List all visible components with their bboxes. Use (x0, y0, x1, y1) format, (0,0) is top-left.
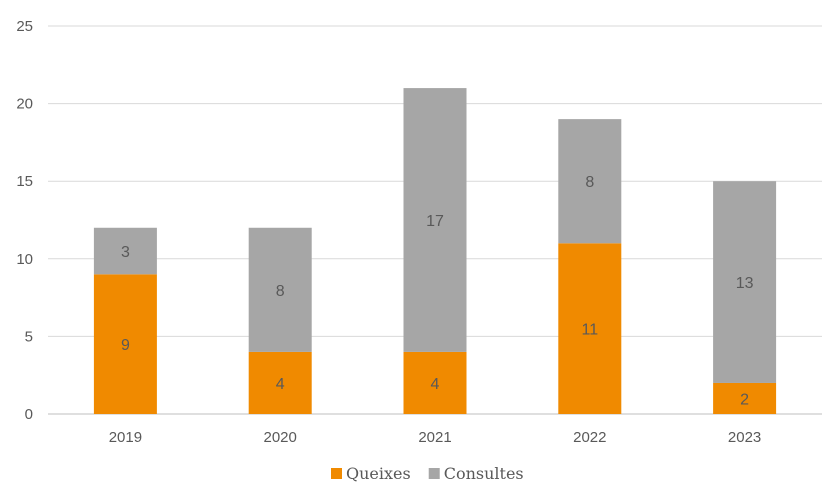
bar-queixes-2023 (713, 382, 777, 414)
y-axis-ticks: 0 5 10 15 20 25 (16, 18, 33, 423)
data-label: 3 (121, 244, 130, 261)
data-label: 4 (431, 376, 440, 393)
bar-consultes-2020 (248, 227, 312, 352)
y-tick-label: 10 (16, 251, 33, 268)
data-label: 17 (426, 213, 444, 230)
data-label: 13 (736, 275, 754, 292)
legend-swatch-queixes (331, 468, 342, 479)
data-label: 11 (581, 322, 598, 339)
data-label: 8 (276, 283, 285, 300)
bar-consultes-2023 (713, 181, 777, 383)
data-label: 8 (585, 174, 594, 191)
data-label: 4 (276, 376, 285, 393)
y-tick-label: 15 (16, 173, 33, 190)
x-tick-label: 2020 (264, 429, 297, 446)
data-labels: 9 3 4 8 4 17 11 8 2 13 (121, 174, 754, 408)
bar-consultes-2019 (93, 227, 157, 275)
bar-consultes-2022 (558, 119, 622, 244)
bar-queixes-2019 (93, 274, 157, 414)
y-tick-label: 5 (25, 328, 33, 345)
data-label: 9 (121, 337, 130, 354)
data-label: 2 (740, 391, 749, 408)
legend: Queixes Consultes (331, 464, 524, 483)
x-tick-label: 2019 (109, 429, 142, 446)
bar-consultes-2021 (403, 88, 467, 352)
legend-label-consultes: Consultes (444, 464, 524, 483)
legend-label-queixes: Queixes (346, 464, 411, 483)
y-tick-label: 25 (16, 18, 33, 35)
bar-queixes-2022 (558, 243, 622, 414)
legend-swatch-consultes (428, 468, 440, 479)
x-tick-label: 2022 (573, 429, 606, 446)
bars (93, 88, 777, 414)
x-tick-label: 2021 (418, 429, 451, 446)
x-axis-ticks: 2019 2020 2021 2022 2023 (109, 429, 762, 446)
bar-queixes-2021 (403, 351, 467, 414)
bar-queixes-2020 (248, 351, 312, 414)
x-tick-label: 2023 (728, 429, 761, 446)
y-tick-label: 0 (25, 406, 33, 423)
y-tick-label: 20 (16, 96, 33, 113)
